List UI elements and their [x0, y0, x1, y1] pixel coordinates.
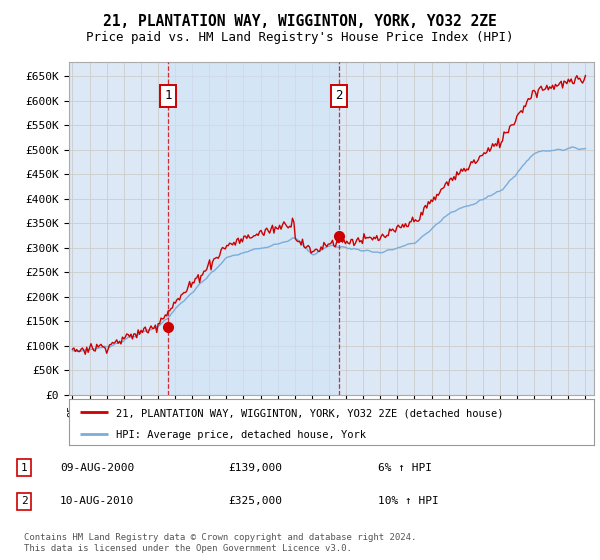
Text: 10-AUG-2010: 10-AUG-2010: [60, 496, 134, 506]
Text: HPI: Average price, detached house, York: HPI: Average price, detached house, York: [116, 430, 366, 440]
Text: Contains HM Land Registry data © Crown copyright and database right 2024.
This d: Contains HM Land Registry data © Crown c…: [24, 533, 416, 553]
Text: 10% ↑ HPI: 10% ↑ HPI: [378, 496, 439, 506]
Text: 21, PLANTATION WAY, WIGGINTON, YORK, YO32 2ZE: 21, PLANTATION WAY, WIGGINTON, YORK, YO3…: [103, 14, 497, 29]
Text: Price paid vs. HM Land Registry's House Price Index (HPI): Price paid vs. HM Land Registry's House …: [86, 31, 514, 44]
Text: 2: 2: [20, 496, 28, 506]
Text: 1: 1: [164, 90, 172, 102]
Text: £325,000: £325,000: [228, 496, 282, 506]
Text: 21, PLANTATION WAY, WIGGINTON, YORK, YO32 2ZE (detached house): 21, PLANTATION WAY, WIGGINTON, YORK, YO3…: [116, 408, 504, 418]
Text: 6% ↑ HPI: 6% ↑ HPI: [378, 463, 432, 473]
Bar: [168, 62, 339, 395]
Text: 2: 2: [335, 90, 343, 102]
Text: 09-AUG-2000: 09-AUG-2000: [60, 463, 134, 473]
Text: £139,000: £139,000: [228, 463, 282, 473]
Text: 1: 1: [20, 463, 28, 473]
